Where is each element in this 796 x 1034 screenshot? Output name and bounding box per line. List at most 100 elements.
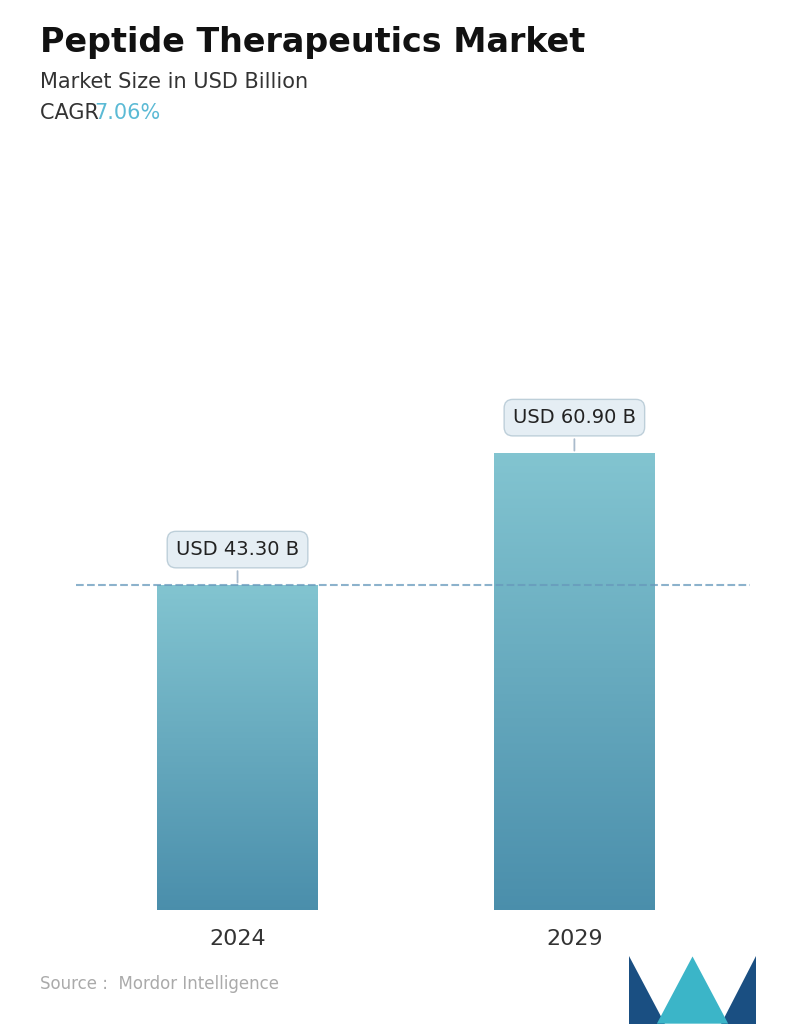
Bar xyxy=(494,481,655,482)
Text: USD 43.30 B: USD 43.30 B xyxy=(176,540,299,582)
Bar xyxy=(157,733,318,734)
Bar xyxy=(157,788,318,789)
Bar xyxy=(494,907,655,909)
Bar xyxy=(494,664,655,665)
Bar xyxy=(494,683,655,685)
Bar xyxy=(157,893,318,894)
Bar xyxy=(157,694,318,695)
Bar xyxy=(494,729,655,730)
Bar xyxy=(494,697,655,698)
Bar xyxy=(157,646,318,647)
Bar xyxy=(494,459,655,461)
Bar xyxy=(494,868,655,869)
Bar xyxy=(157,652,318,653)
Bar xyxy=(494,468,655,470)
Bar xyxy=(157,800,318,801)
Bar xyxy=(157,886,318,887)
Bar xyxy=(157,768,318,769)
Bar xyxy=(157,710,318,712)
Bar xyxy=(157,610,318,611)
Bar xyxy=(494,479,655,481)
Bar xyxy=(157,837,318,838)
Bar xyxy=(494,825,655,826)
Bar xyxy=(157,864,318,865)
Bar xyxy=(494,612,655,613)
Bar xyxy=(494,852,655,854)
Bar xyxy=(157,591,318,592)
Bar xyxy=(157,685,318,686)
Bar xyxy=(494,559,655,561)
Bar xyxy=(157,632,318,633)
Bar xyxy=(494,776,655,778)
Bar xyxy=(494,871,655,872)
Bar xyxy=(157,858,318,859)
Bar xyxy=(494,584,655,586)
Bar xyxy=(157,812,318,813)
Bar xyxy=(157,657,318,658)
Bar xyxy=(157,658,318,659)
Bar xyxy=(494,590,655,591)
Bar xyxy=(157,624,318,625)
Bar xyxy=(157,815,318,816)
Bar xyxy=(494,678,655,680)
Bar xyxy=(157,833,318,834)
Bar xyxy=(157,765,318,766)
Bar xyxy=(494,487,655,488)
Bar xyxy=(494,517,655,519)
Bar xyxy=(157,851,318,853)
Bar xyxy=(494,503,655,504)
Bar xyxy=(494,587,655,588)
Bar xyxy=(157,720,318,721)
Bar xyxy=(157,717,318,718)
Bar xyxy=(494,894,655,896)
Bar xyxy=(157,718,318,719)
Bar xyxy=(157,778,318,779)
Bar xyxy=(494,826,655,828)
Bar xyxy=(157,813,318,814)
Bar xyxy=(494,774,655,776)
Bar xyxy=(494,739,655,741)
Bar xyxy=(494,636,655,638)
Bar xyxy=(157,615,318,616)
Bar xyxy=(157,884,318,885)
Bar xyxy=(157,607,318,608)
Bar xyxy=(157,640,318,641)
Bar xyxy=(157,592,318,594)
Bar xyxy=(157,809,318,810)
Bar xyxy=(494,455,655,456)
Bar xyxy=(157,635,318,636)
Text: Market Size in USD Billion: Market Size in USD Billion xyxy=(40,72,308,92)
Bar xyxy=(157,888,318,889)
Bar xyxy=(494,854,655,855)
Bar xyxy=(494,474,655,475)
Bar xyxy=(494,830,655,832)
Bar xyxy=(494,700,655,701)
Bar xyxy=(157,798,318,799)
Bar xyxy=(494,516,655,517)
Bar xyxy=(494,513,655,514)
Bar xyxy=(494,851,655,852)
Bar xyxy=(494,893,655,894)
Bar xyxy=(157,866,318,868)
Bar xyxy=(494,514,655,516)
Bar xyxy=(157,669,318,670)
Bar xyxy=(494,639,655,641)
Bar xyxy=(494,508,655,510)
Bar xyxy=(157,850,318,851)
Bar xyxy=(157,619,318,620)
Bar xyxy=(157,876,318,877)
Bar xyxy=(494,645,655,646)
Bar xyxy=(157,693,318,694)
Bar xyxy=(157,863,318,864)
Bar xyxy=(157,862,318,863)
Bar xyxy=(157,857,318,858)
Bar xyxy=(157,695,318,696)
Bar xyxy=(157,816,318,817)
Bar xyxy=(157,671,318,672)
Bar xyxy=(157,789,318,790)
Bar xyxy=(157,781,318,783)
Bar xyxy=(494,624,655,626)
Bar xyxy=(494,901,655,903)
Bar xyxy=(494,511,655,513)
Bar xyxy=(157,872,318,873)
